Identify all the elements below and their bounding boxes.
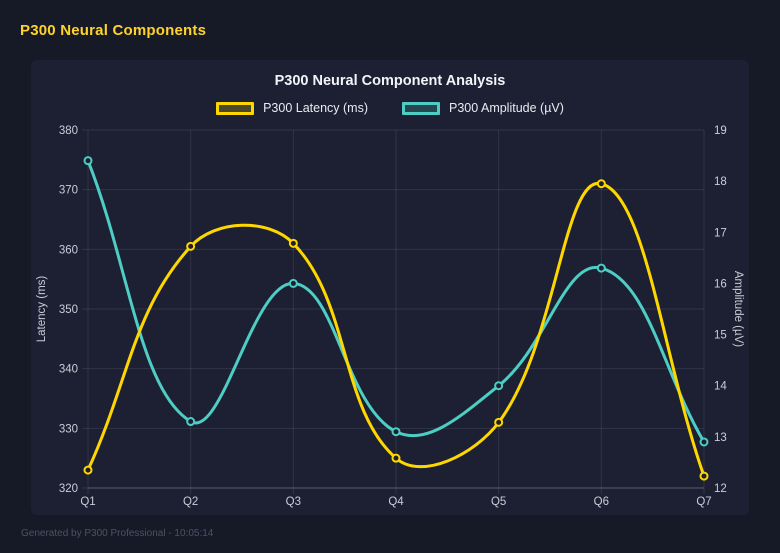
page-title: P300 Neural Components <box>20 22 207 39</box>
svg-text:370: 370 <box>59 185 78 197</box>
svg-text:320: 320 <box>59 483 78 495</box>
legend-label-latency: P300 Latency (ms) <box>263 101 368 115</box>
amplitude-swatch-icon <box>402 101 440 115</box>
chart-card: 320 330 340 350 360 370 380 12 13 14 15 16 17 18 19 Q1 Q… <box>31 60 749 515</box>
svg-text:330: 330 <box>59 423 78 435</box>
chart-legend: P300 Latency (ms) P300 Amplitude (µV) <box>31 101 749 115</box>
svg-text:14: 14 <box>714 381 727 393</box>
svg-text:12: 12 <box>714 483 727 495</box>
svg-text:Q4: Q4 <box>388 496 404 508</box>
amplitude-points <box>83 156 709 447</box>
svg-text:360: 360 <box>59 244 78 256</box>
right-axis-title: Amplitude (µV) <box>732 271 744 347</box>
svg-text:Q2: Q2 <box>183 496 198 508</box>
chart-title: P300 Neural Component Analysis <box>274 73 506 89</box>
svg-text:Q7: Q7 <box>696 496 711 508</box>
svg-text:380: 380 <box>59 125 78 137</box>
left-axis-tick-labels: 320 330 340 350 360 370 380 <box>59 125 78 495</box>
svg-text:350: 350 <box>59 304 78 316</box>
footer-status-text: Generated by P300 Professional - 10:05:1… <box>21 528 214 539</box>
svg-text:19: 19 <box>714 125 727 137</box>
x-axis-labels: Q1 Q2 Q3 Q4 Q5 Q6 Q7 <box>80 496 711 508</box>
svg-text:15: 15 <box>714 330 727 342</box>
legend-item-amplitude[interactable]: P300 Amplitude (µV) <box>402 101 564 115</box>
left-axis-title: Latency (ms) <box>36 276 48 343</box>
svg-text:Q1: Q1 <box>80 496 95 508</box>
svg-text:16: 16 <box>714 278 727 290</box>
legend-label-amplitude: P300 Amplitude (µV) <box>449 101 564 115</box>
svg-text:340: 340 <box>59 364 78 376</box>
svg-text:18: 18 <box>714 176 727 188</box>
latency-points <box>83 179 709 481</box>
legend-item-latency[interactable]: P300 Latency (ms) <box>216 101 368 115</box>
svg-text:Q5: Q5 <box>491 496 506 508</box>
right-axis-tick-labels: 12 13 14 15 16 17 18 19 <box>714 125 727 495</box>
svg-text:13: 13 <box>714 432 727 444</box>
svg-text:Q3: Q3 <box>286 496 301 508</box>
svg-text:Q6: Q6 <box>594 496 609 508</box>
svg-text:17: 17 <box>714 227 727 239</box>
grid-lines <box>82 129 705 494</box>
latency-swatch-icon <box>216 101 255 115</box>
